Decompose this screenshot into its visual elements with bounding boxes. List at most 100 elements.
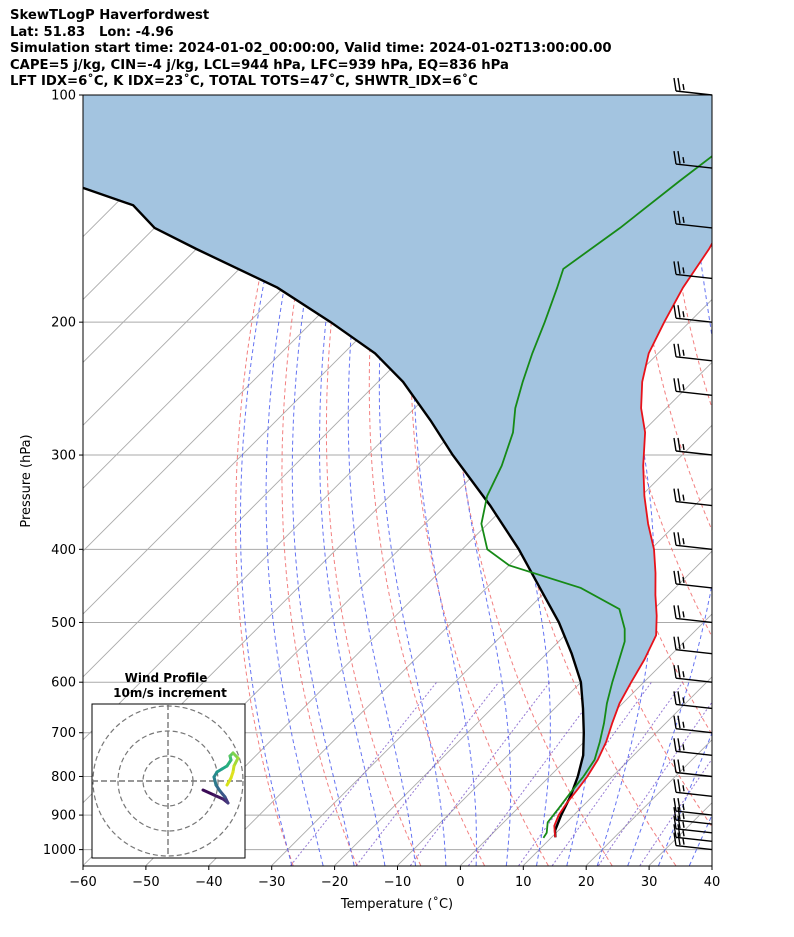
barb-flag: [682, 671, 685, 678]
wind-barb: [673, 691, 713, 710]
barb-staff: [675, 649, 713, 655]
wind-profile-inset: Wind Profile 10m/s increment: [91, 671, 246, 859]
x-tick-label: −60: [69, 875, 96, 890]
barb-flag: [682, 821, 685, 828]
x-tick-label: 30: [641, 875, 658, 890]
wind-barb: [673, 488, 713, 507]
wind-barb: [673, 532, 713, 550]
barb-flag: [677, 636, 681, 650]
barb-staff: [675, 273, 713, 280]
barb-staff: [675, 677, 713, 683]
barb-flag: [677, 779, 681, 792]
wind-barb: [673, 738, 713, 756]
barb-flag: [682, 838, 685, 845]
dry-adiabat: [325, 95, 422, 866]
x-tick-label: 40: [704, 875, 721, 890]
cape-line: CAPE=5 j/kg, CIN=-4 j/kg, LCL=944 hPa, L…: [10, 57, 509, 73]
isotherm-line: [334, 487, 712, 866]
moist-adiabat: [265, 95, 331, 866]
barb-flag: [677, 759, 681, 773]
barb-flag: [673, 210, 677, 225]
barb-flag: [682, 830, 685, 837]
mixing-ratio-line: [468, 681, 605, 866]
barb-flag: [682, 267, 685, 274]
wind-barb: [673, 570, 713, 589]
wind-barb: [673, 636, 713, 655]
wind-barb: [673, 343, 713, 362]
inset-subtitle: 10m/s increment: [113, 686, 227, 700]
cape-area: [83, 95, 712, 831]
moist-adiabat: [413, 95, 477, 866]
barb-flag: [682, 803, 685, 811]
axes-ticks: −60 −50 −40 −30 −20 −10 0 10 20 30 40 100 200 300 400 5…: [43, 89, 720, 891]
x-tick-label: 0: [456, 875, 464, 890]
y-axis-label: Pressure (hPa): [19, 434, 34, 527]
chart-title: SkewTLogP Haverfordwest: [10, 8, 210, 23]
isotherm-line: [83, 95, 225, 238]
barb-flag: [677, 797, 681, 811]
wind-barb: [673, 665, 713, 683]
wind-barb: [673, 261, 713, 280]
barb-flag: [682, 83, 685, 91]
moist-adiabat: [596, 95, 655, 866]
dewpoint-line: [480, 155, 712, 839]
barb-flag: [677, 715, 681, 729]
barb-staff: [675, 356, 713, 362]
barb-flag: [677, 437, 681, 451]
barb-flag: [682, 785, 685, 792]
x-tick-label: −40: [195, 875, 222, 890]
isotherm-line: [522, 676, 712, 866]
barb-flag: [673, 488, 677, 502]
barb-flag: [682, 697, 685, 704]
barb-flag: [677, 824, 681, 837]
barb-flag: [677, 488, 681, 502]
barb-flag: [682, 384, 685, 391]
isotherm-line: [711, 864, 712, 866]
hodograph-segment: [225, 776, 233, 787]
isotherm-line: [83, 95, 100, 112]
moist-adiabat: [627, 95, 712, 866]
barb-flag: [682, 349, 685, 356]
barb-flag: [677, 605, 681, 619]
parcel-profile-line: [83, 186, 586, 838]
y-tick-label: 700: [51, 726, 76, 741]
barb-flag: [677, 378, 681, 391]
y-tick-label: 400: [51, 543, 76, 558]
barb-flag: [673, 605, 677, 619]
barb-flag: [673, 832, 677, 846]
barb-flag: [673, 570, 677, 585]
barb-staff: [675, 450, 713, 456]
barb-staff: [675, 791, 713, 797]
barb-flag: [682, 538, 685, 545]
barb-flag: [677, 665, 681, 678]
inset-title: Wind Profile: [125, 671, 208, 685]
barb-flag: [673, 532, 677, 546]
barb-flag: [677, 343, 681, 357]
moist-adiabat: [291, 95, 355, 866]
mixing-ratio-line: [639, 758, 712, 866]
y-tick-label: 100: [51, 89, 76, 104]
wind-barb: [673, 797, 713, 816]
barb-staff: [675, 317, 713, 323]
wind-barb: [673, 605, 713, 624]
barb-staff: [675, 90, 713, 96]
barb-flag: [673, 378, 677, 392]
y-tick-label: 500: [51, 616, 76, 631]
barb-flag: [682, 443, 685, 451]
moist-adiabat: [347, 95, 416, 866]
time-line: Simulation start time: 2024-01-02_00:00:…: [10, 41, 612, 56]
y-tick-label: 900: [51, 809, 76, 824]
x-tick-label: −50: [132, 875, 159, 890]
barb-staff: [675, 544, 713, 550]
wind-barb: [673, 715, 713, 734]
barb-staff: [675, 617, 713, 624]
barb-flag: [673, 738, 677, 752]
barb-flag: [677, 210, 681, 224]
barb-flag: [682, 494, 685, 501]
y-tick-label: 600: [51, 676, 76, 691]
mixing-ratio-line: [597, 701, 712, 866]
barb-flag: [682, 642, 685, 649]
barb-flag: [673, 437, 677, 452]
barb-flag: [682, 216, 685, 224]
